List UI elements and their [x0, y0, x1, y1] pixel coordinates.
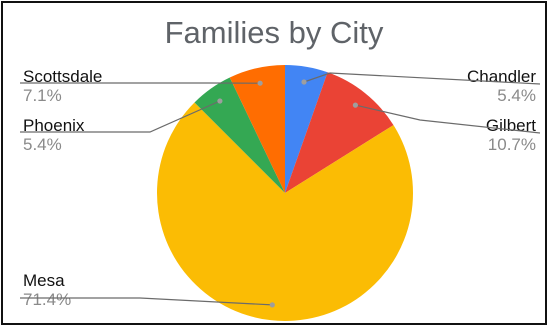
leader-dot-chandler — [301, 79, 307, 85]
pie-slices — [156, 65, 413, 321]
label-mesa-pct: 71.4% — [23, 290, 72, 309]
label-scottsdale-name: Scottsdale — [23, 67, 103, 86]
leader-dot-phoenix — [217, 98, 223, 104]
chart-title: Families by City — [164, 15, 384, 50]
leader-dot-gilbert — [352, 102, 358, 108]
leader-lines — [20, 72, 541, 308]
label-gilbert: Gilbert 10.7% — [486, 116, 536, 154]
leader-dot-mesa — [269, 302, 275, 308]
pie-slice-chandler — [285, 65, 328, 193]
leader-line-chandler — [303, 72, 541, 85]
leader-dot-scottsdale — [257, 80, 263, 86]
label-gilbert-name: Gilbert — [485, 116, 536, 135]
label-gilbert-pct: 10.7% — [487, 135, 536, 154]
label-phoenix-name: Phoenix — [23, 116, 85, 135]
label-scottsdale: Scottsdale 7.1% — [23, 67, 102, 105]
label-scottsdale-pct: 7.1% — [23, 86, 62, 105]
leader-line-phoenix — [20, 100, 221, 133]
pie-slice-gilbert — [285, 72, 394, 193]
pie-slice-scottsdale — [229, 65, 285, 193]
pie-slice-mesa — [156, 102, 413, 321]
pie-slice-phoenix — [194, 77, 285, 193]
label-phoenix: Phoenix 5.4% — [23, 116, 84, 154]
label-mesa-name: Mesa — [23, 271, 65, 290]
label-phoenix-pct: 5.4% — [23, 135, 62, 154]
leader-line-mesa — [20, 297, 273, 306]
label-chandler-pct: 5.4% — [497, 86, 536, 105]
leader-line-gilbert — [355, 104, 541, 134]
label-mesa: Mesa 71.4% — [23, 271, 71, 309]
